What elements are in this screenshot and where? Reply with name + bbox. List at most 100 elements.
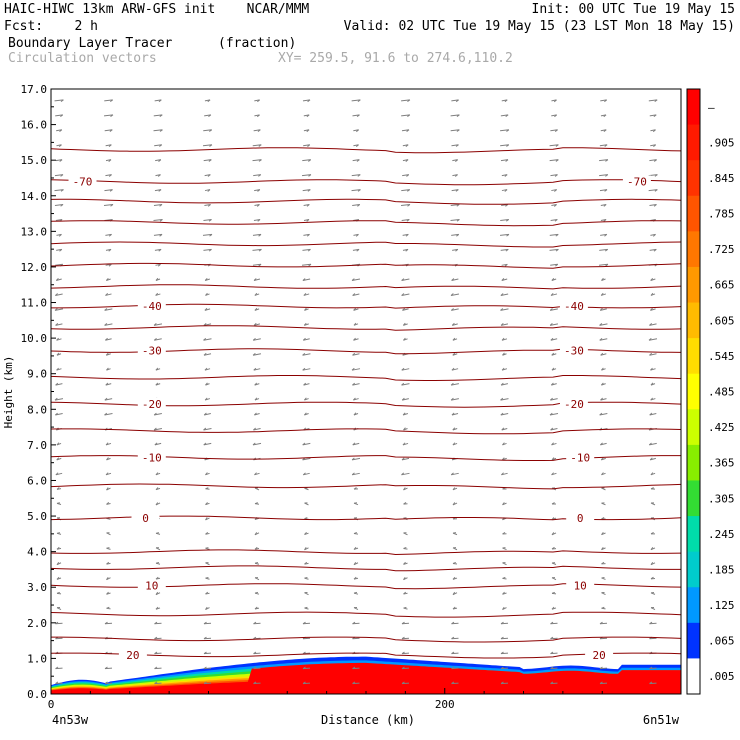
vector-head xyxy=(209,129,213,132)
vector-shaft xyxy=(154,99,162,102)
header-line2-right: Valid: 02 UTC Tue 19 May 15 (23 LST Mon … xyxy=(343,19,735,34)
vector-arrow xyxy=(500,308,509,311)
vector-arrow xyxy=(403,576,408,581)
x-axis-label: Distance (km) xyxy=(321,713,415,727)
contour-label-bg xyxy=(559,344,588,357)
y-tick-label: 2.0 xyxy=(27,617,47,630)
vector-shaft xyxy=(252,263,262,266)
vector-shaft xyxy=(550,218,558,221)
vector-arrow xyxy=(601,502,606,506)
vector-head xyxy=(307,99,311,103)
colorbar-label: .185 xyxy=(708,563,735,576)
vector-arrow xyxy=(203,666,212,670)
vector-head xyxy=(455,159,458,162)
vector-head xyxy=(603,129,607,133)
vector-head xyxy=(648,338,652,341)
vector-arrow xyxy=(500,651,509,655)
vector-arrow xyxy=(403,532,408,536)
vector-shaft xyxy=(599,248,608,251)
vector-arrow xyxy=(153,412,162,416)
vector-arrow xyxy=(203,248,212,252)
vector-head xyxy=(501,457,505,461)
vector-head xyxy=(204,277,208,281)
vector-shaft xyxy=(450,114,460,117)
vector-shaft xyxy=(400,204,411,207)
vector-arrow xyxy=(254,532,260,536)
vector-arrow xyxy=(54,204,64,207)
vector-arrow xyxy=(401,621,410,625)
vector-head xyxy=(308,174,312,177)
colorbar-label: .845 xyxy=(708,172,735,185)
vector-arrow xyxy=(301,263,312,267)
vector-shaft xyxy=(104,99,113,102)
vector-head xyxy=(207,189,211,192)
vector-arrow xyxy=(154,99,162,103)
vector-arrow xyxy=(550,382,557,386)
vector-head xyxy=(258,159,262,162)
contour-label: -10 xyxy=(570,451,590,464)
y-tick-label: 1.0 xyxy=(27,652,47,665)
vector-arrow xyxy=(549,233,559,237)
vector-arrow xyxy=(253,322,261,326)
vector-arrow xyxy=(353,561,359,566)
vector-shaft xyxy=(401,383,410,386)
vector-arrow xyxy=(650,292,656,296)
vector-head xyxy=(58,234,62,237)
vector-shaft xyxy=(401,637,410,640)
vector-shaft xyxy=(649,667,657,670)
vector-arrow xyxy=(351,367,361,371)
vector-head xyxy=(649,666,653,670)
vector-arrow xyxy=(500,159,509,162)
vector-arrow xyxy=(599,144,608,147)
vector-head xyxy=(207,174,211,177)
vector-arrow xyxy=(650,382,656,386)
y-tick-label: 10.0 xyxy=(21,332,48,345)
vector-arrow xyxy=(401,293,410,296)
y-tick-label: 12.0 xyxy=(21,261,48,274)
vector-arrow xyxy=(56,233,62,237)
colorbar-label: .725 xyxy=(708,243,735,256)
vector-head xyxy=(254,606,258,610)
vector-head xyxy=(56,337,59,341)
vector-arrow xyxy=(452,487,458,491)
vector-shaft xyxy=(302,99,311,102)
vector-shaft xyxy=(599,622,608,625)
vector-shaft xyxy=(401,652,410,655)
vector-shaft xyxy=(550,174,558,177)
vector-arrow xyxy=(551,114,558,118)
vector-head xyxy=(258,234,262,237)
vector-arrow xyxy=(450,204,460,207)
x-right-endpoint: 6n51w xyxy=(643,713,680,727)
vector-head xyxy=(159,129,163,132)
vector-head xyxy=(551,457,555,461)
vector-arrow xyxy=(599,308,607,311)
vector-head xyxy=(302,352,306,356)
vector-arrow xyxy=(501,99,508,103)
vector-head xyxy=(158,189,162,192)
vector-arrow xyxy=(56,129,63,133)
vector-shaft xyxy=(303,338,310,341)
vector-head xyxy=(108,144,112,147)
vector-head xyxy=(502,591,505,595)
vector-head xyxy=(254,397,258,401)
vector-arrow xyxy=(551,577,557,581)
vector-arrow xyxy=(203,427,212,431)
vector-shaft xyxy=(500,637,509,640)
vector-head xyxy=(401,666,405,670)
vector-arrow xyxy=(105,337,112,341)
vector-arrow xyxy=(403,546,408,550)
vector-shaft xyxy=(500,398,509,401)
vector-shaft xyxy=(649,204,657,207)
vector-arrow xyxy=(550,174,558,177)
vector-arrow xyxy=(303,114,310,118)
vector-head xyxy=(600,292,604,296)
vector-arrow xyxy=(203,636,212,640)
vector-arrow xyxy=(54,174,64,177)
vector-head xyxy=(158,99,162,103)
vector-shaft xyxy=(203,129,212,132)
vector-shaft xyxy=(253,682,261,685)
colorbar-label: .605 xyxy=(708,314,735,327)
vector-shaft xyxy=(549,233,559,236)
vector-shaft xyxy=(550,427,558,431)
vector-arrow xyxy=(302,337,310,341)
